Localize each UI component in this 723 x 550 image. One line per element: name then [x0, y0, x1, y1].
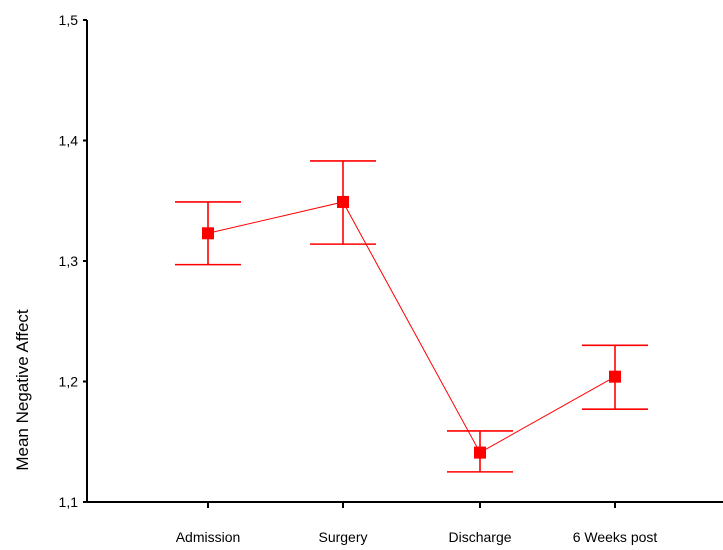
y-tick-label: 1,5: [59, 12, 79, 28]
y-tick-label: 1,2: [59, 374, 79, 390]
y-tick-label: 1,3: [59, 253, 79, 269]
y-tick-label: 1,1: [59, 494, 79, 510]
data-point-marker: [337, 195, 349, 208]
data-point-marker: [202, 227, 214, 240]
x-tick-label: Surgery: [318, 529, 367, 545]
x-tick-label: Admission: [176, 529, 241, 545]
data-point-marker: [609, 370, 621, 383]
y-axis-title: Mean Negative Affect: [13, 309, 32, 471]
data-point-marker: [474, 446, 486, 459]
x-ticks: Admission Surgery Discharge 6 Weeks post: [176, 502, 658, 545]
series-line: [207, 201, 616, 454]
y-tick-label: 1,4: [59, 133, 79, 149]
y-ticks: 1,1 1,2 1,3 1,4 1,5: [59, 12, 87, 510]
x-tick-label: 6 Weeks post: [573, 529, 658, 545]
x-tick-label: Discharge: [448, 529, 511, 545]
plot-area: [175, 160, 648, 473]
